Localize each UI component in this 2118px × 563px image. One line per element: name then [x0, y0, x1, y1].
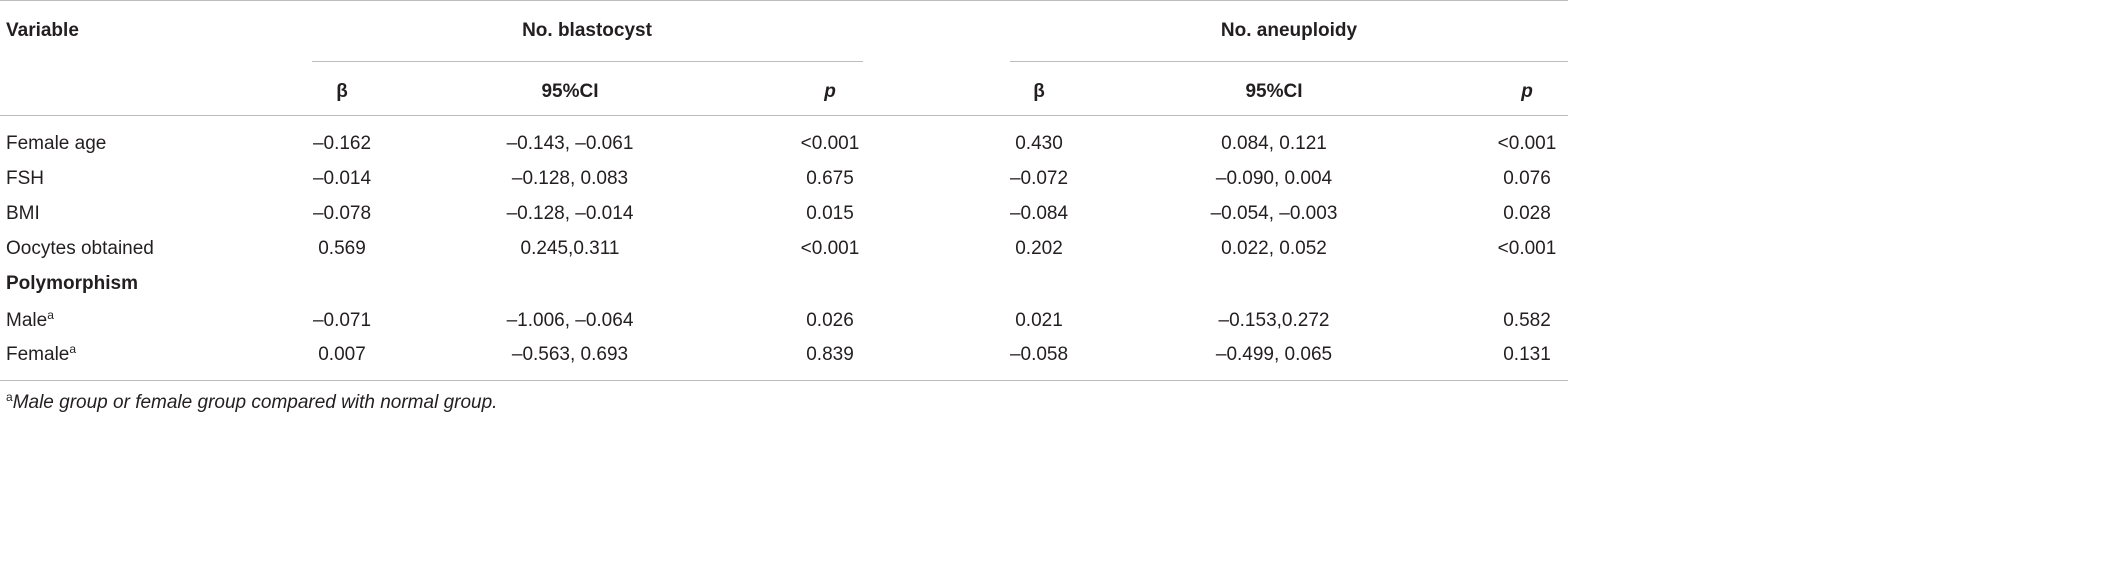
cell-b1: –0.071 [312, 310, 372, 331]
cell-p1: 0.015 [806, 203, 854, 224]
cell-p1: <0.001 [800, 238, 860, 259]
cell-p2: 0.076 [1503, 168, 1551, 189]
footnote-marker: a [6, 390, 13, 404]
footnote: aMale group or female group compared wit… [6, 390, 498, 414]
header-variable: Variable [6, 20, 79, 41]
cell-b2: –0.072 [1009, 168, 1069, 189]
cell-p1: 0.839 [806, 344, 854, 365]
cell-ci1: –0.143, –0.061 [506, 133, 634, 154]
row-label: Oocytes obtained [6, 238, 154, 259]
cell-p1: 0.675 [806, 168, 854, 189]
row-label: FSH [6, 168, 44, 189]
cell-ci2: –0.499, 0.065 [1215, 344, 1333, 365]
cell-b2: 0.021 [1015, 310, 1063, 331]
header-beta-1: β [336, 81, 348, 102]
footnote-text: Male group or female group compared with… [12, 392, 498, 413]
section-label: Polymorphism [6, 273, 138, 294]
cell-ci2: 0.084, 0.121 [1221, 133, 1327, 154]
row-label-sup: a [47, 308, 54, 322]
cell-ci2: –0.090, 0.004 [1215, 168, 1333, 189]
cell-ci1: –0.128, 0.083 [511, 168, 629, 189]
header-bottom-rule [0, 115, 1568, 116]
cell-p2: <0.001 [1497, 133, 1557, 154]
cell-b2: 0.430 [1015, 133, 1063, 154]
cell-ci1: –0.563, 0.693 [511, 344, 629, 365]
table-bottom-rule [0, 380, 1568, 381]
row-label: BMI [6, 203, 40, 224]
cell-ci2: 0.022, 0.052 [1221, 238, 1327, 259]
cell-p1: <0.001 [800, 133, 860, 154]
row-label: Female age [6, 133, 107, 154]
header-p-1: p [824, 81, 836, 102]
row-label: Malea [6, 308, 54, 332]
group2-underline [1010, 61, 1568, 62]
cell-b1: 0.569 [318, 238, 366, 259]
header-ci-1: 95%CI [541, 81, 599, 102]
row-label: Femalea [6, 342, 77, 366]
cell-p2: 0.028 [1503, 203, 1551, 224]
group1-underline [312, 61, 863, 62]
cell-ci1: –1.006, –0.064 [506, 310, 634, 331]
cell-b2: –0.084 [1009, 203, 1069, 224]
cell-b1: –0.014 [312, 168, 372, 189]
cell-p2: 0.582 [1503, 310, 1551, 331]
header-beta-2: β [1033, 81, 1045, 102]
row-label-text: Male [6, 310, 48, 331]
cell-ci1: 0.245,0.311 [520, 238, 620, 259]
cell-b2: –0.058 [1009, 344, 1069, 365]
cell-p1: 0.026 [806, 310, 854, 331]
cell-b1: 0.007 [318, 344, 366, 365]
row-label-text: Female [6, 344, 70, 365]
row-label-sup: a [69, 342, 77, 356]
cell-p2: 0.131 [1503, 344, 1551, 365]
cell-ci1: –0.128, –0.014 [506, 203, 634, 224]
cell-ci2: –0.153,0.272 [1218, 310, 1330, 331]
header-group-aneuploidy: No. aneuploidy [1220, 20, 1358, 41]
header-ci-2: 95%CI [1245, 81, 1303, 102]
cell-b1: –0.162 [312, 133, 372, 154]
cell-ci2: –0.054, –0.003 [1210, 203, 1338, 224]
cell-p2: <0.001 [1497, 238, 1557, 259]
cell-b2: 0.202 [1015, 238, 1063, 259]
header-p-2: p [1521, 81, 1533, 102]
header-group-blastocyst: No. blastocyst [522, 20, 652, 41]
top-rule [0, 0, 1568, 1]
cell-b1: –0.078 [312, 203, 372, 224]
